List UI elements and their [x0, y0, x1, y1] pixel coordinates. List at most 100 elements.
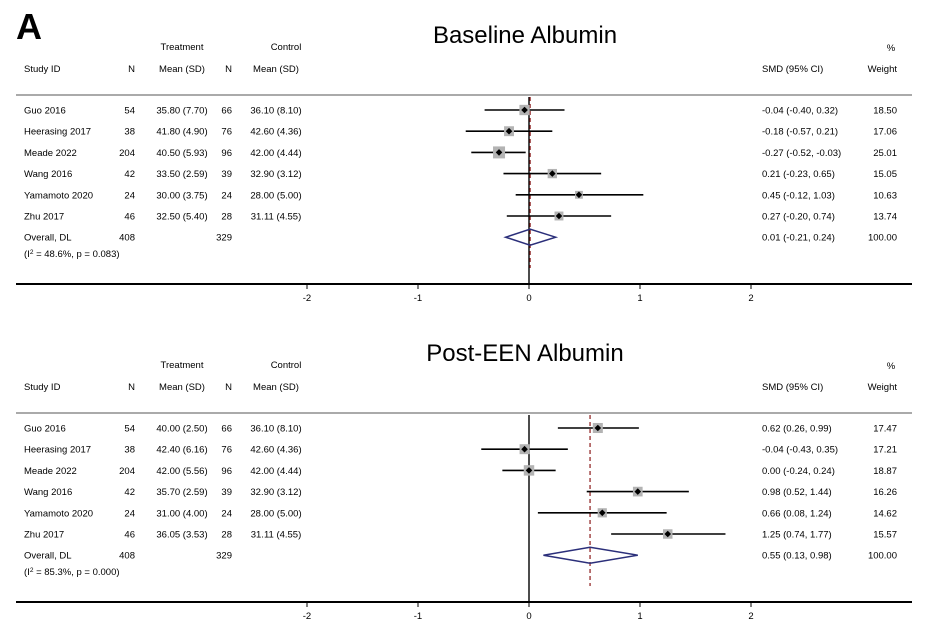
- study-point-estimate: [594, 424, 602, 432]
- study-smd-ci: -0.27 (-0.52, -0.03): [762, 148, 841, 159]
- x-tick-label: 2: [748, 611, 753, 622]
- study-n-control: 76: [221, 127, 232, 138]
- study-point-estimate: [634, 488, 642, 495]
- study-n-treatment: 42: [124, 169, 135, 180]
- study-n-treatment: 204: [119, 466, 135, 477]
- study-mean-treatment: 35.80 (7.70): [156, 106, 207, 117]
- header-treatment: Treatment: [161, 360, 204, 371]
- study-mean-treatment: 36.05 (3.53): [156, 530, 207, 541]
- study-n-treatment: 24: [124, 508, 135, 519]
- study-point-estimate: [664, 530, 672, 538]
- x-tick-label: -1: [414, 293, 422, 304]
- header-smd-ci: SMD (95% CI): [762, 64, 823, 75]
- study-mean-treatment: 42.40 (6.16): [156, 445, 207, 456]
- overall-n-treatment: 408: [119, 551, 135, 562]
- study-name: Zhu 2017: [24, 530, 64, 541]
- study-n-treatment: 42: [124, 487, 135, 498]
- study-weight: 10.63: [873, 190, 897, 201]
- study-n-treatment: 54: [124, 424, 135, 435]
- overall-label: Overall, DL: [24, 233, 72, 244]
- study-smd-ci: 0.45 (-0.12, 1.03): [762, 190, 835, 201]
- overall-n-treatment: 408: [119, 233, 135, 244]
- study-name: Meade 2022: [24, 148, 77, 159]
- x-tick-label: 0: [526, 611, 531, 622]
- study-point-estimate: [505, 127, 513, 135]
- study-n-control: 66: [221, 106, 232, 117]
- header-n-treatment: N: [128, 64, 135, 75]
- study-weight: 13.74: [873, 212, 897, 223]
- study-point-estimate: [549, 170, 556, 177]
- study-name: Zhu 2017: [24, 212, 64, 223]
- study-mean-treatment: 41.80 (4.90): [156, 127, 207, 138]
- overall-n-control: 329: [216, 551, 232, 562]
- study-mean-treatment: 35.70 (2.59): [156, 487, 207, 498]
- study-smd-ci: 0.27 (-0.20, 0.74): [762, 212, 835, 223]
- study-weight: 18.50: [873, 106, 897, 117]
- panel-letter: A: [16, 6, 42, 47]
- study-mean-treatment: 42.00 (5.56): [156, 466, 207, 477]
- study-point-estimate: [525, 467, 533, 474]
- header-n-control: N: [225, 382, 232, 393]
- header-n-treatment: N: [128, 382, 135, 393]
- study-mean-control: 42.00 (4.44): [250, 466, 301, 477]
- study-name: Guo 2016: [24, 424, 66, 435]
- study-weight: 18.87: [873, 466, 897, 477]
- study-mean-control: 42.60 (4.36): [250, 445, 301, 456]
- header-treatment: Treatment: [161, 42, 204, 53]
- header-percent: %: [887, 43, 896, 54]
- header-control: Control: [271, 360, 302, 371]
- study-point-estimate: [598, 509, 606, 517]
- study-n-treatment: 24: [124, 190, 135, 201]
- header-smd-ci: SMD (95% CI): [762, 382, 823, 393]
- study-mean-control: 36.10 (8.10): [250, 106, 301, 117]
- study-mean-treatment: 32.50 (5.40): [156, 212, 207, 223]
- study-mean-control: 36.10 (8.10): [250, 424, 301, 435]
- heterogeneity-p: 0.000: [93, 567, 117, 578]
- study-mean-treatment: 40.50 (5.93): [156, 148, 207, 159]
- study-point-estimate: [521, 106, 528, 114]
- heterogeneity-stats: (I2 = 48.6%, p = 0.083): [24, 249, 120, 261]
- header-control: Control: [271, 42, 302, 53]
- study-point-estimate: [575, 191, 583, 199]
- heterogeneity-i2: 85.3%: [44, 567, 71, 578]
- x-tick-label: 1: [637, 611, 642, 622]
- study-n-control: 96: [221, 148, 232, 159]
- header-mean-control: Mean (SD): [253, 64, 299, 75]
- study-mean-treatment: 33.50 (2.59): [156, 169, 207, 180]
- study-n-control: 28: [221, 530, 232, 541]
- study-name: Heerasing 2017: [24, 445, 91, 456]
- header-mean-treatment: Mean (SD): [159, 64, 205, 75]
- study-n-control: 39: [221, 169, 232, 180]
- study-weight: 17.21: [873, 445, 897, 456]
- study-weight: 16.26: [873, 487, 897, 498]
- overall-weight: 100.00: [868, 551, 897, 562]
- study-mean-treatment: 40.00 (2.50): [156, 424, 207, 435]
- study-n-control: 66: [221, 424, 232, 435]
- header-percent: %: [887, 361, 896, 372]
- study-weight: 17.06: [873, 127, 897, 138]
- overall-diamond: [503, 228, 559, 246]
- x-tick-label: 2: [748, 293, 753, 304]
- overall-smd-ci: 0.55 (0.13, 0.98): [762, 551, 832, 562]
- heterogeneity-stats: (I2 = 85.3%, p = 0.000): [24, 567, 120, 579]
- study-n-control: 28: [221, 212, 232, 223]
- study-smd-ci: -0.04 (-0.43, 0.35): [762, 445, 838, 456]
- study-weight: 15.57: [873, 530, 897, 541]
- study-smd-ci: -0.18 (-0.57, 0.21): [762, 127, 838, 138]
- study-mean-control: 42.60 (4.36): [250, 127, 301, 138]
- study-n-treatment: 38: [124, 127, 135, 138]
- study-n-control: 96: [221, 466, 232, 477]
- study-weight: 17.47: [873, 424, 897, 435]
- study-mean-control: 32.90 (3.12): [250, 169, 301, 180]
- chart-title: Post-EEN Albumin: [426, 340, 623, 367]
- study-weight: 15.05: [873, 169, 897, 180]
- study-smd-ci: 0.21 (-0.23, 0.65): [762, 169, 835, 180]
- overall-weight: 100.00: [868, 233, 897, 244]
- study-mean-control: 28.00 (5.00): [250, 508, 301, 519]
- study-n-treatment: 46: [124, 530, 135, 541]
- study-mean-control: 31.11 (4.55): [251, 212, 302, 223]
- study-point-estimate: [495, 149, 503, 156]
- study-name: Meade 2022: [24, 466, 77, 477]
- study-mean-control: 42.00 (4.44): [250, 148, 301, 159]
